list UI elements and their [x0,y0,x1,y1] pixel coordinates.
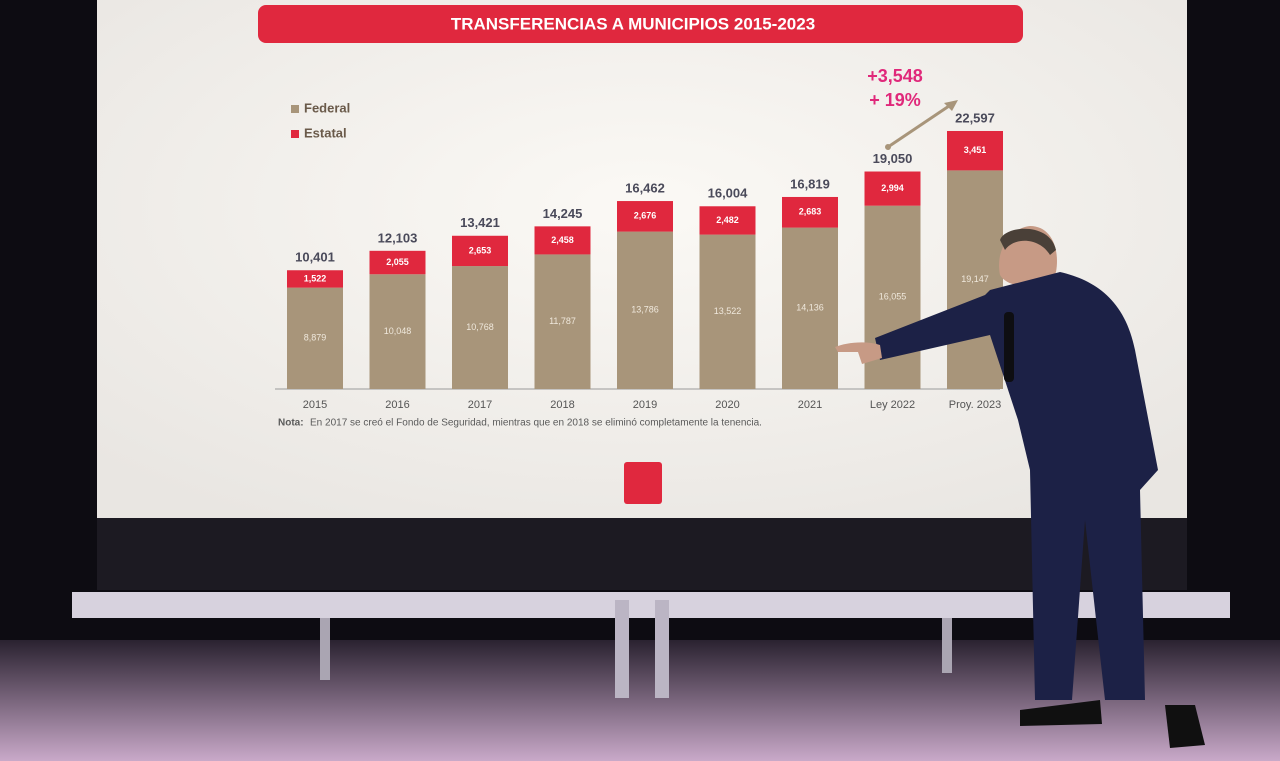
screen-frame [97,518,1187,590]
x-tick-label: 2019 [633,399,657,411]
value-label: 14,136 [796,303,824,313]
bar-segment [287,287,343,389]
legend-swatch [291,105,299,113]
total-label: 14,245 [543,206,583,221]
x-tick-label: 2017 [468,399,492,411]
value-label: 3,451 [964,145,987,155]
rail-leg [615,600,629,698]
rail-leg [320,618,330,680]
rail-leg [655,600,669,698]
value-label: 2,055 [386,257,409,267]
x-tick-label: 2018 [550,399,574,411]
chart-title: TRANSFERENCIAS A MUNICIPIOS 2015-2023 [451,14,815,33]
arrow-head [944,100,958,111]
floor [0,640,1280,761]
logo [624,462,662,504]
legend-label: Federal [304,100,350,115]
shoe [1020,700,1102,726]
value-label: 10,768 [466,322,494,332]
x-tick-label: 2021 [798,399,822,411]
value-label: 2,676 [634,211,657,221]
value-label: 2,653 [469,245,492,255]
x-tick-label: 2015 [303,399,327,411]
bar-segment [534,226,591,255]
bar-segment [369,250,426,275]
microphone [1004,312,1014,382]
value-label: 2,994 [881,183,904,193]
value-label: 2,683 [799,207,822,217]
shoe [1165,705,1205,748]
bar-segment [782,196,838,228]
x-tick-label: Ley 2022 [870,399,915,411]
legend-swatch [291,130,299,138]
total-label: 13,421 [460,215,500,230]
x-tick-label: Proy. 2023 [949,399,1001,411]
bar-segment [699,206,756,235]
legend-label: Estatal [304,125,347,140]
title-banner [258,5,1023,43]
total-label: 16,004 [708,186,749,201]
bar-segment [452,266,508,389]
bar-segment [452,235,508,267]
value-label: 13,522 [714,306,742,316]
value-label: 13,786 [631,305,659,315]
total-label: 10,401 [295,250,335,265]
annotation: +3,548 [867,66,923,86]
value-label: 2,482 [716,215,739,225]
value-label: 11,787 [549,316,576,326]
bar-segment [534,254,591,389]
bar-segment [947,130,1003,171]
note-label: Nota: [278,418,304,429]
value-label: 2,458 [551,235,574,245]
value-label: 10,048 [384,326,412,336]
hair [1000,228,1056,255]
bar-segment [947,170,1003,389]
body [875,272,1158,700]
bar-segment [782,227,838,389]
rail-leg [942,618,952,673]
bar-segment [617,231,673,389]
total-label: 12,103 [378,230,418,245]
total-label: 16,819 [790,176,830,191]
value-label: 16,055 [879,292,907,302]
total-label: 16,462 [625,180,665,195]
hand [835,342,882,364]
bar-segment [699,234,756,389]
value-label: 8,879 [304,333,327,343]
x-tick-label: 2020 [715,399,739,411]
total-label: 19,050 [873,151,913,166]
note: En 2017 se creó el Fondo de Seguridad, m… [310,418,762,429]
chart: Federal Estatal 8,879 1,522 10,401 2015 10,048… [287,100,1003,411]
bar-segment [617,201,673,232]
value-label: 19,147 [961,274,989,284]
value-label: 1,522 [304,273,327,283]
arrow-dot [885,144,891,150]
bar-segment [369,274,426,389]
bar-segment [287,270,343,288]
arrow [887,102,953,149]
bar-segment [864,171,921,206]
presenter [835,226,1205,748]
x-tick-label: 2016 [385,399,409,411]
annotation: + 19% [869,90,921,110]
total-label: 22,597 [955,110,995,125]
